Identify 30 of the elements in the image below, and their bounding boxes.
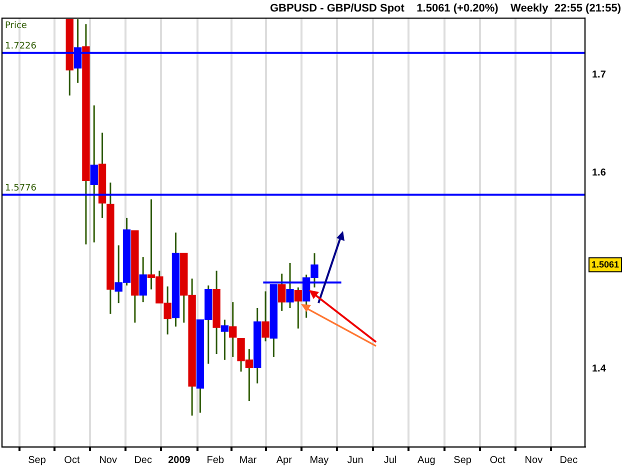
x-tick-label: Mar xyxy=(239,454,258,466)
x-tick-label: Sep xyxy=(454,454,472,466)
x-tick-label: Oct xyxy=(64,454,80,466)
x-tick-label: Aug xyxy=(418,454,436,466)
x-tick-label: Apr xyxy=(276,454,293,466)
y-tick-label: 1.4 xyxy=(592,363,606,374)
x-tick-label: 2009 xyxy=(168,454,191,466)
y-axis-title: Price xyxy=(5,21,28,32)
candlestick xyxy=(229,301,237,358)
x-tick-label: Nov xyxy=(99,454,118,466)
x-tick-label: Oct xyxy=(490,454,506,466)
chart-title: GBPUSD - GBP/USD Spot 1.5061 (+0.20%) Weekly 22:55 (21:55) xyxy=(270,2,622,15)
y-tick-label: 1.7 xyxy=(592,70,606,81)
x-tick-label: Sep xyxy=(28,454,46,466)
ref-line-label: 1.5776 xyxy=(5,184,37,194)
x-tick-label: Nov xyxy=(524,454,543,466)
candlestick xyxy=(139,256,147,303)
x-tick-label: Feb xyxy=(206,454,224,466)
ref-line-label: 1.7226 xyxy=(5,42,37,52)
x-tick-label: Jul xyxy=(384,454,397,466)
text: 1.5061 xyxy=(592,259,620,270)
x-tick-label: May xyxy=(310,454,329,466)
x-tick-label: Dec xyxy=(134,454,152,466)
x-tick-label: Dec xyxy=(560,454,578,466)
candlestick xyxy=(262,290,270,342)
candlestick xyxy=(278,272,286,312)
candlestick xyxy=(220,318,229,361)
candlestick xyxy=(294,286,302,330)
x-tick-label: Jun xyxy=(347,454,364,466)
y-tick-label: 1.6 xyxy=(592,168,606,179)
